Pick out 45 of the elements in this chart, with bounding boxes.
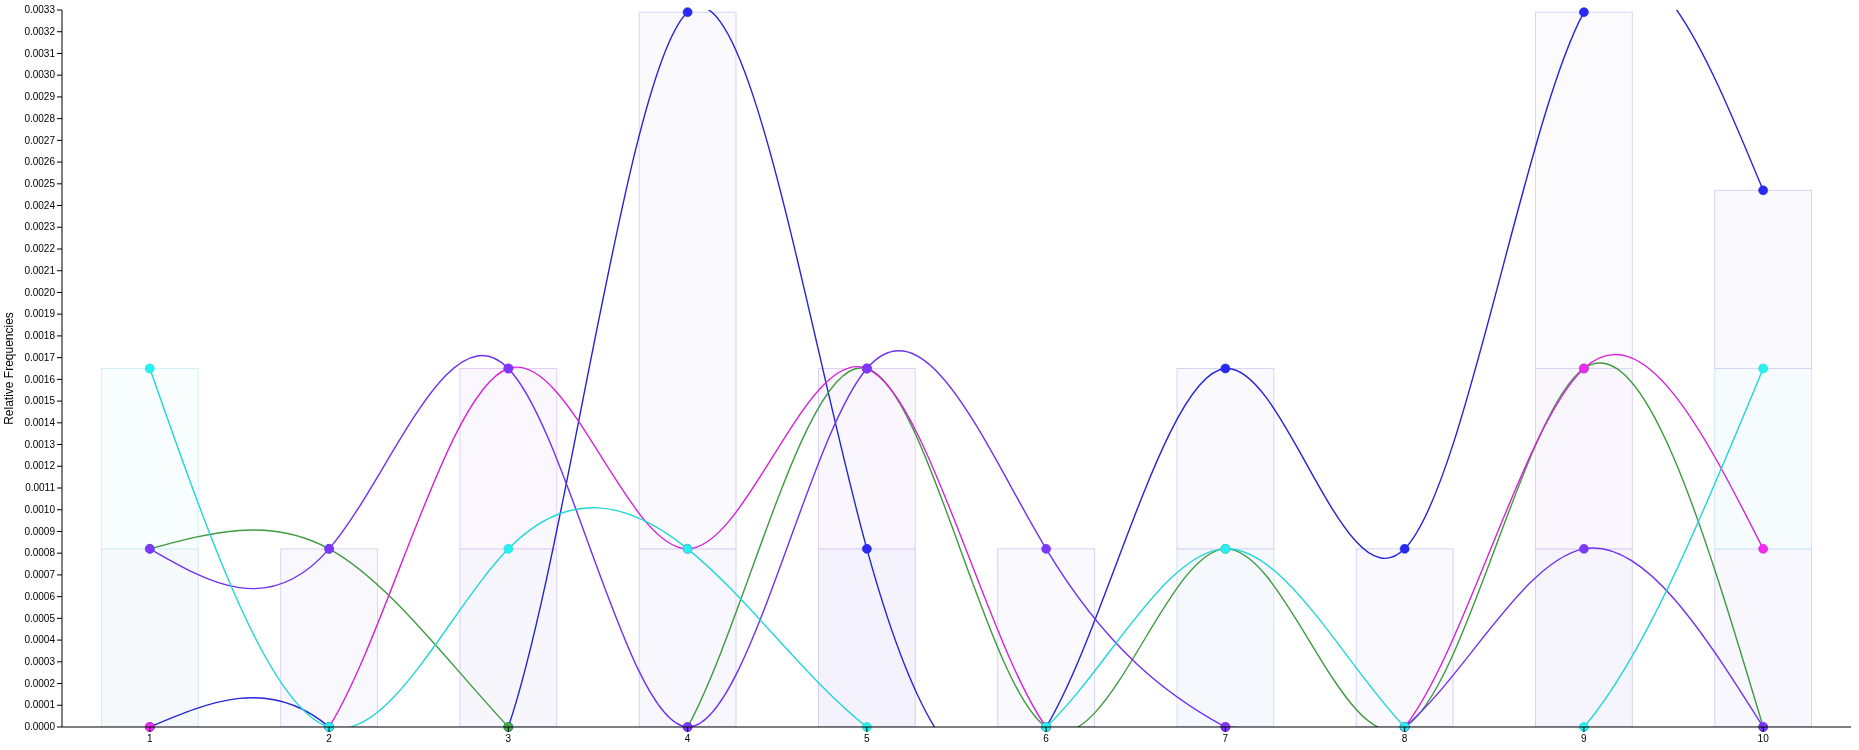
y-tick-label: 0.0018 xyxy=(24,330,56,342)
x-tick-label: 9 xyxy=(1581,733,1588,744)
y-tick-label: 0.0025 xyxy=(24,178,56,190)
x-tick-label: 2 xyxy=(326,733,333,744)
y-tick-label: 0.0016 xyxy=(24,373,56,385)
y-tick-label: 0.0020 xyxy=(24,286,56,298)
y-tick-label: 0.0000 xyxy=(24,721,56,733)
y-tick-label: 0.0029 xyxy=(24,91,56,103)
x-tick-label: 3 xyxy=(505,733,512,744)
y-tick-label: 0.0031 xyxy=(24,47,56,59)
y-tick-label: 0.0012 xyxy=(24,460,56,472)
y-tick-label: 0.0004 xyxy=(24,634,56,646)
y-tick-label: 0.0019 xyxy=(24,308,56,320)
x-tick-label: 1 xyxy=(147,733,154,744)
x-tick-label: 7 xyxy=(1222,733,1229,744)
y-tick-label: 0.0001 xyxy=(24,699,56,711)
y-tick-label: 0.0017 xyxy=(24,351,56,363)
x-tick-label: 4 xyxy=(684,733,691,744)
y-tick-label: 0.0003 xyxy=(24,656,56,668)
x-tick-label: 5 xyxy=(864,733,871,744)
y-tick-label: 0.0005 xyxy=(24,612,56,624)
y-tick-label: 0.0022 xyxy=(24,243,56,255)
y-tick-label: 0.0027 xyxy=(24,134,56,146)
y-tick-label: 0.0009 xyxy=(24,525,56,537)
y-tick-label: 0.0024 xyxy=(24,199,56,211)
y-axis-title: Relative Frequencies xyxy=(2,312,16,425)
y-tick-label: 0.0028 xyxy=(24,112,56,124)
y-tick-label: 0.0010 xyxy=(24,503,56,515)
y-tick-label: 0.0033 xyxy=(24,4,56,16)
y-tick-label: 0.0007 xyxy=(24,569,56,581)
y-tick-label: 0.0006 xyxy=(24,590,56,602)
y-tick-label: 0.0021 xyxy=(24,264,56,276)
y-tick-label: 0.0026 xyxy=(24,156,56,168)
y-tick-label: 0.0011 xyxy=(25,482,56,494)
x-tick-label: 8 xyxy=(1401,733,1408,744)
y-tick-label: 0.0014 xyxy=(24,417,56,429)
y-tick-label: 0.0030 xyxy=(24,69,56,81)
x-tick-label: 10 xyxy=(1757,733,1770,744)
y-tick-label: 0.0002 xyxy=(24,677,56,689)
y-tick-label: 0.0013 xyxy=(24,438,56,450)
y-tick-label: 0.0032 xyxy=(24,25,56,37)
y-tick-label: 0.0015 xyxy=(24,395,56,407)
x-tick-label: 6 xyxy=(1043,733,1050,744)
y-tick-label: 0.0008 xyxy=(24,547,56,559)
y-tick-label: 0.0023 xyxy=(24,221,56,233)
